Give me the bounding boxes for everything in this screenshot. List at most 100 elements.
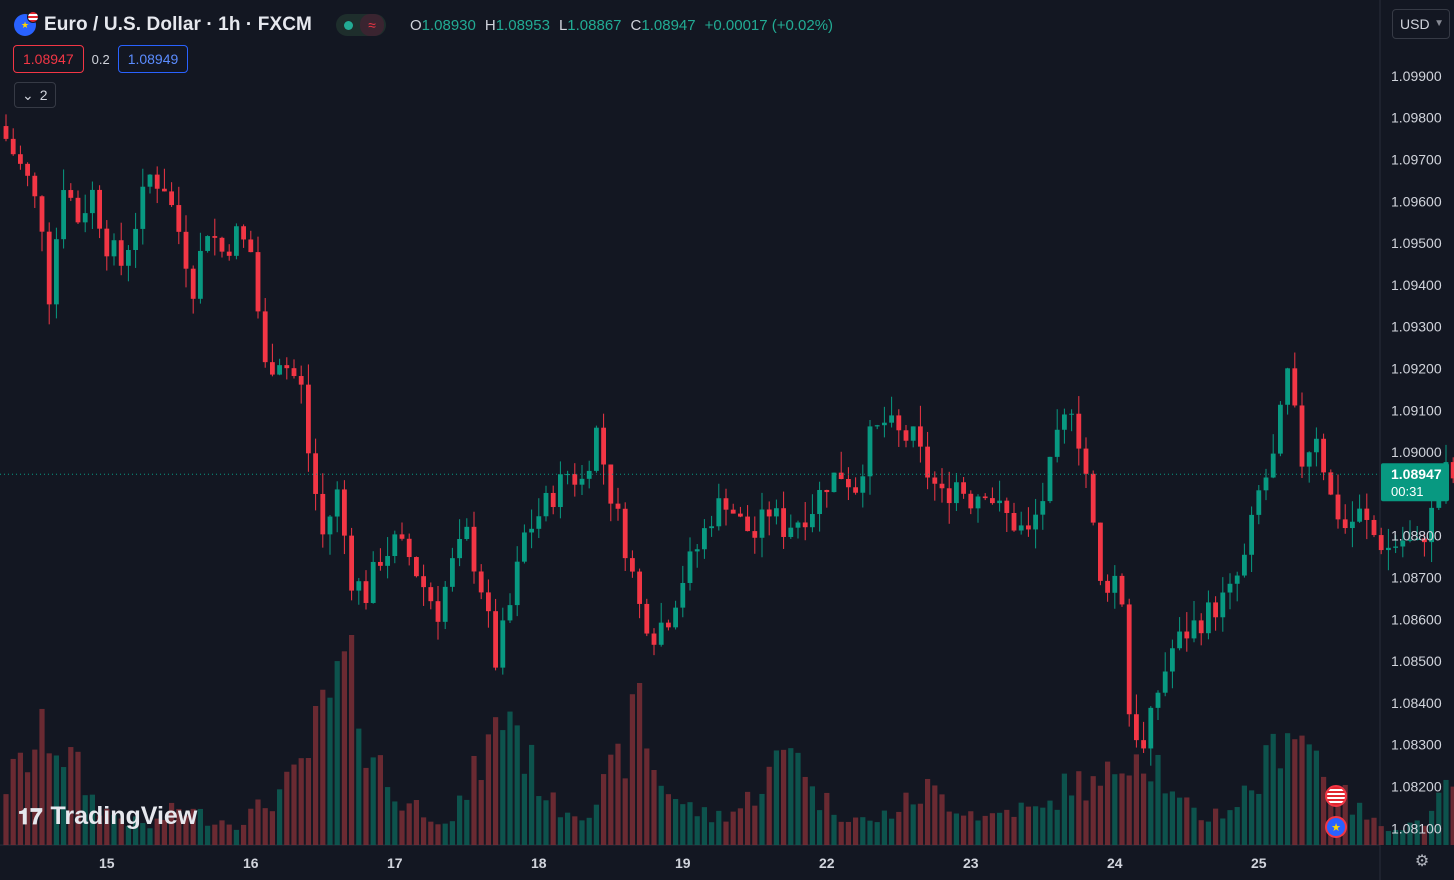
volume-bar — [1393, 829, 1399, 845]
candle — [370, 551, 376, 604]
ohlc-low: 1.08867 — [567, 16, 622, 34]
candle — [39, 195, 45, 252]
tradingview-logo: 𝟏𝟕 TradingView — [18, 802, 197, 831]
volume-bar — [997, 812, 1003, 845]
volume-bar — [1385, 831, 1391, 845]
volume-bar — [536, 796, 542, 845]
volume-bar — [125, 825, 131, 845]
volume-bar — [701, 807, 707, 845]
candle — [968, 490, 974, 515]
candle — [1105, 574, 1110, 602]
buy-button[interactable]: 1.08949 — [117, 45, 189, 73]
candle — [529, 509, 534, 549]
volume-bar — [946, 811, 952, 845]
volume-bar — [1285, 733, 1291, 845]
volume-bar — [133, 816, 139, 845]
volume-bar — [406, 803, 412, 845]
candle — [759, 492, 765, 558]
candle — [558, 461, 563, 519]
candle — [140, 168, 146, 245]
candle — [824, 489, 830, 508]
candle — [1148, 706, 1154, 766]
market-status-pill[interactable]: ≈ — [335, 14, 386, 36]
symbol-title[interactable]: Euro / U.S. Dollar · 1h · FXCM — [44, 14, 312, 35]
candle — [298, 365, 304, 404]
volume-bar — [665, 794, 671, 845]
candle — [1155, 690, 1161, 720]
volume-bar — [1342, 784, 1348, 845]
time-axis-tick: 24 — [1107, 855, 1123, 871]
volume-bar — [39, 708, 45, 845]
indicators-toggle-button[interactable]: ⌄ 2 — [14, 82, 56, 108]
volume-bar — [1443, 779, 1449, 845]
time-axis-tick: 15 — [99, 855, 115, 871]
candle — [1321, 433, 1326, 481]
indicators-count: 2 — [39, 87, 48, 103]
candle — [1278, 401, 1283, 457]
volume-bar — [478, 780, 484, 845]
candle — [1026, 507, 1031, 537]
candle — [615, 487, 621, 521]
candle — [1414, 525, 1420, 541]
candle — [925, 431, 930, 490]
volume-bar — [298, 758, 304, 845]
candle — [234, 223, 239, 260]
candle — [1220, 577, 1226, 632]
candle — [745, 505, 750, 532]
volume-bar — [25, 772, 31, 845]
candle — [997, 480, 1002, 512]
candle — [788, 514, 794, 539]
candle — [630, 550, 635, 578]
volume-bar — [608, 754, 614, 845]
candle — [1047, 456, 1053, 504]
candle — [867, 420, 873, 495]
volume-bar — [579, 820, 585, 845]
candle — [565, 470, 570, 485]
candle — [817, 481, 822, 532]
volume-bar — [831, 814, 837, 845]
currency-select[interactable]: USD ▼ — [1392, 9, 1450, 39]
volume-bar — [1371, 817, 1377, 845]
volume-bar — [305, 757, 311, 845]
candle — [586, 460, 592, 489]
volume-bar — [1148, 781, 1154, 845]
current-price-label: 1.08947 00:31 — [1381, 463, 1449, 502]
volume-bar — [1313, 750, 1319, 845]
volume-bar — [457, 795, 463, 845]
volume-bar — [622, 778, 628, 845]
volume-bar — [449, 821, 455, 845]
us-economic-event-icon[interactable] — [1325, 785, 1347, 807]
candle — [1018, 511, 1024, 535]
candle — [601, 413, 606, 485]
candle — [1069, 409, 1074, 432]
candle — [1170, 639, 1175, 689]
candle — [61, 169, 66, 249]
volume-bar — [1227, 810, 1233, 845]
volume-bar — [341, 651, 347, 845]
sell-button[interactable]: 1.08947 — [13, 45, 84, 73]
volume-bar — [824, 792, 830, 845]
candle — [320, 473, 326, 548]
volume-bar — [1249, 790, 1255, 845]
candle — [1004, 497, 1010, 533]
volume-bar — [845, 821, 851, 845]
candle — [428, 582, 434, 610]
volume-bar — [190, 808, 196, 845]
settings-gear-icon[interactable]: ⚙ — [1414, 853, 1430, 870]
eu-economic-event-icon[interactable]: ★ — [1325, 816, 1347, 838]
volume-bar — [10, 758, 16, 845]
candle — [169, 182, 174, 207]
price-axis-tick: 1.09700 — [1391, 151, 1442, 167]
candle — [1263, 468, 1269, 501]
candle — [918, 405, 923, 463]
candle — [111, 233, 117, 266]
candle — [198, 232, 203, 304]
volume-bar — [1061, 773, 1067, 845]
ohlc-high: 1.08953 — [495, 16, 550, 34]
volume-bar — [435, 824, 441, 845]
candle — [939, 468, 945, 503]
candle — [673, 600, 678, 630]
candle — [1249, 506, 1254, 572]
volume-bar — [118, 818, 124, 845]
